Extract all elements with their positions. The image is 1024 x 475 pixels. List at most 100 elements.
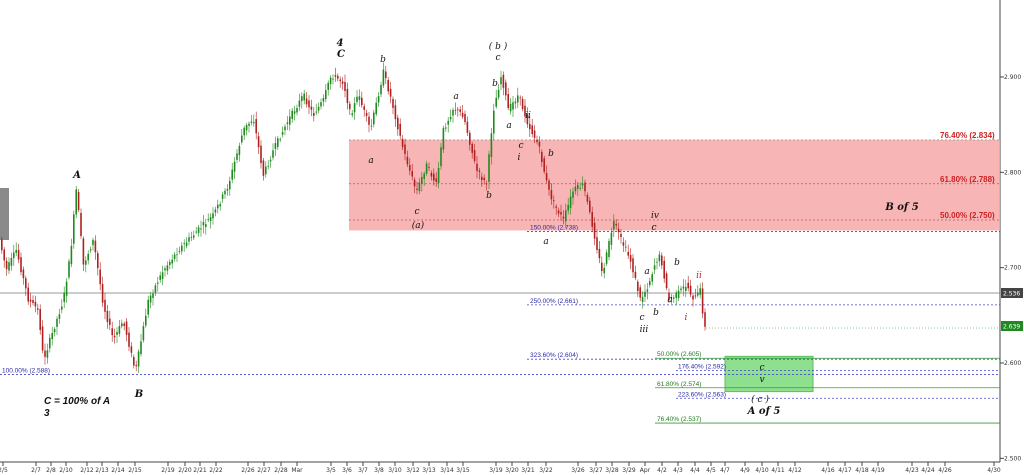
candle-body [704, 312, 706, 327]
candle-body [315, 111, 317, 113]
candle-body [142, 326, 145, 341]
candle-body [541, 151, 543, 163]
candle-body [565, 210, 567, 222]
candle-body [625, 246, 627, 248]
candle-body [373, 112, 375, 125]
minor-wave-label: c [518, 141, 523, 151]
candle-body [694, 295, 697, 297]
candle-body [699, 288, 701, 295]
candle-body [507, 94, 509, 109]
candle-body [421, 176, 423, 184]
candle-body [656, 261, 658, 263]
fib-level-green-label: 50.00% (2.605) [657, 351, 701, 358]
x-tick-label: 4/4 [690, 467, 700, 474]
y-tick-label: 2.900 [1004, 74, 1021, 81]
candle-body [265, 166, 267, 175]
candle-body [401, 138, 404, 148]
candle-body [101, 283, 104, 303]
candle-body [118, 325, 121, 334]
candle-body [5, 260, 8, 270]
candle-body [277, 138, 279, 147]
candle-body [416, 188, 418, 190]
candle-body [39, 309, 41, 331]
minor-wave-label: a [543, 237, 548, 247]
candle-body [207, 219, 209, 220]
candle-body [579, 187, 581, 189]
x-tick-label: 2/12 [80, 467, 94, 474]
candle-body [63, 292, 65, 302]
candle-body [634, 271, 637, 279]
candle-body [205, 224, 207, 228]
candle-body [238, 145, 241, 156]
y-tick-label: 2.500 [1004, 455, 1021, 462]
fib-level-green-label: 61.80% (2.574) [657, 381, 701, 388]
current-price-tag-text: 2.639 [1003, 324, 1020, 331]
x-tick-label: 4/16 [821, 467, 835, 474]
candle-body [577, 184, 579, 189]
candle-body [406, 156, 409, 165]
candle-body [399, 123, 401, 136]
fib-level-red-label: 61.80% (2.788) [940, 175, 995, 184]
candle-body [3, 249, 5, 261]
candle-body [339, 79, 341, 82]
candle-body [646, 289, 649, 292]
candle-body [15, 250, 17, 253]
x-tick-label: 4/7 [720, 467, 730, 474]
x-tick-label: 2/26 [241, 467, 255, 474]
candle-body [435, 178, 437, 182]
thumbnail-tab[interactable] [0, 188, 9, 240]
candle-body [73, 214, 75, 244]
candle-body [521, 98, 524, 110]
candle-body [404, 144, 406, 154]
x-tick-label: 2/15 [128, 467, 142, 474]
candle-body [490, 133, 493, 158]
candle-body [478, 170, 481, 172]
candle-body [548, 180, 550, 190]
candle-body [661, 255, 663, 266]
candle-body [572, 191, 574, 198]
candle-body [641, 296, 644, 303]
candle-body [267, 165, 269, 167]
x-tick-label: 4/30 [987, 467, 1001, 474]
wave-label: iv [651, 211, 659, 221]
x-tick-label: 2/20 [178, 467, 192, 474]
candle-body [111, 328, 113, 336]
candle-body [447, 120, 449, 125]
candle-body [425, 163, 428, 174]
candle-body [459, 109, 461, 112]
candle-body [82, 238, 85, 265]
candle-body [272, 150, 274, 158]
candle-body [668, 292, 670, 300]
candle-body [116, 332, 118, 335]
candle-body [322, 98, 325, 102]
candle-body [341, 81, 344, 84]
candle-body [130, 346, 133, 353]
candle-body [293, 111, 296, 114]
candle-body [149, 295, 152, 303]
candle-body [145, 315, 147, 326]
candle-body [428, 167, 430, 168]
x-tick-label: Mar [291, 467, 303, 474]
candle-body [514, 101, 517, 104]
candle-body [44, 350, 46, 357]
candle-body [382, 69, 385, 86]
candle-body [493, 110, 495, 134]
candle-body [409, 165, 411, 171]
candle-body [161, 272, 164, 279]
candle-body [56, 318, 58, 327]
candle-body [29, 299, 32, 302]
candle-body [89, 249, 92, 251]
candle-body [104, 299, 106, 312]
candle-body [622, 242, 625, 246]
x-tick-label: 3/29 [622, 467, 636, 474]
candle-body [262, 160, 265, 176]
wave-label: ( b ) [489, 41, 508, 52]
x-tick-label: 2/7 [31, 467, 41, 474]
candle-body [80, 212, 82, 237]
candle-body [670, 297, 673, 299]
x-tick-label: 3/7 [358, 467, 368, 474]
candle-body [245, 125, 248, 131]
candle-body [627, 251, 629, 256]
candle-body [584, 182, 586, 192]
